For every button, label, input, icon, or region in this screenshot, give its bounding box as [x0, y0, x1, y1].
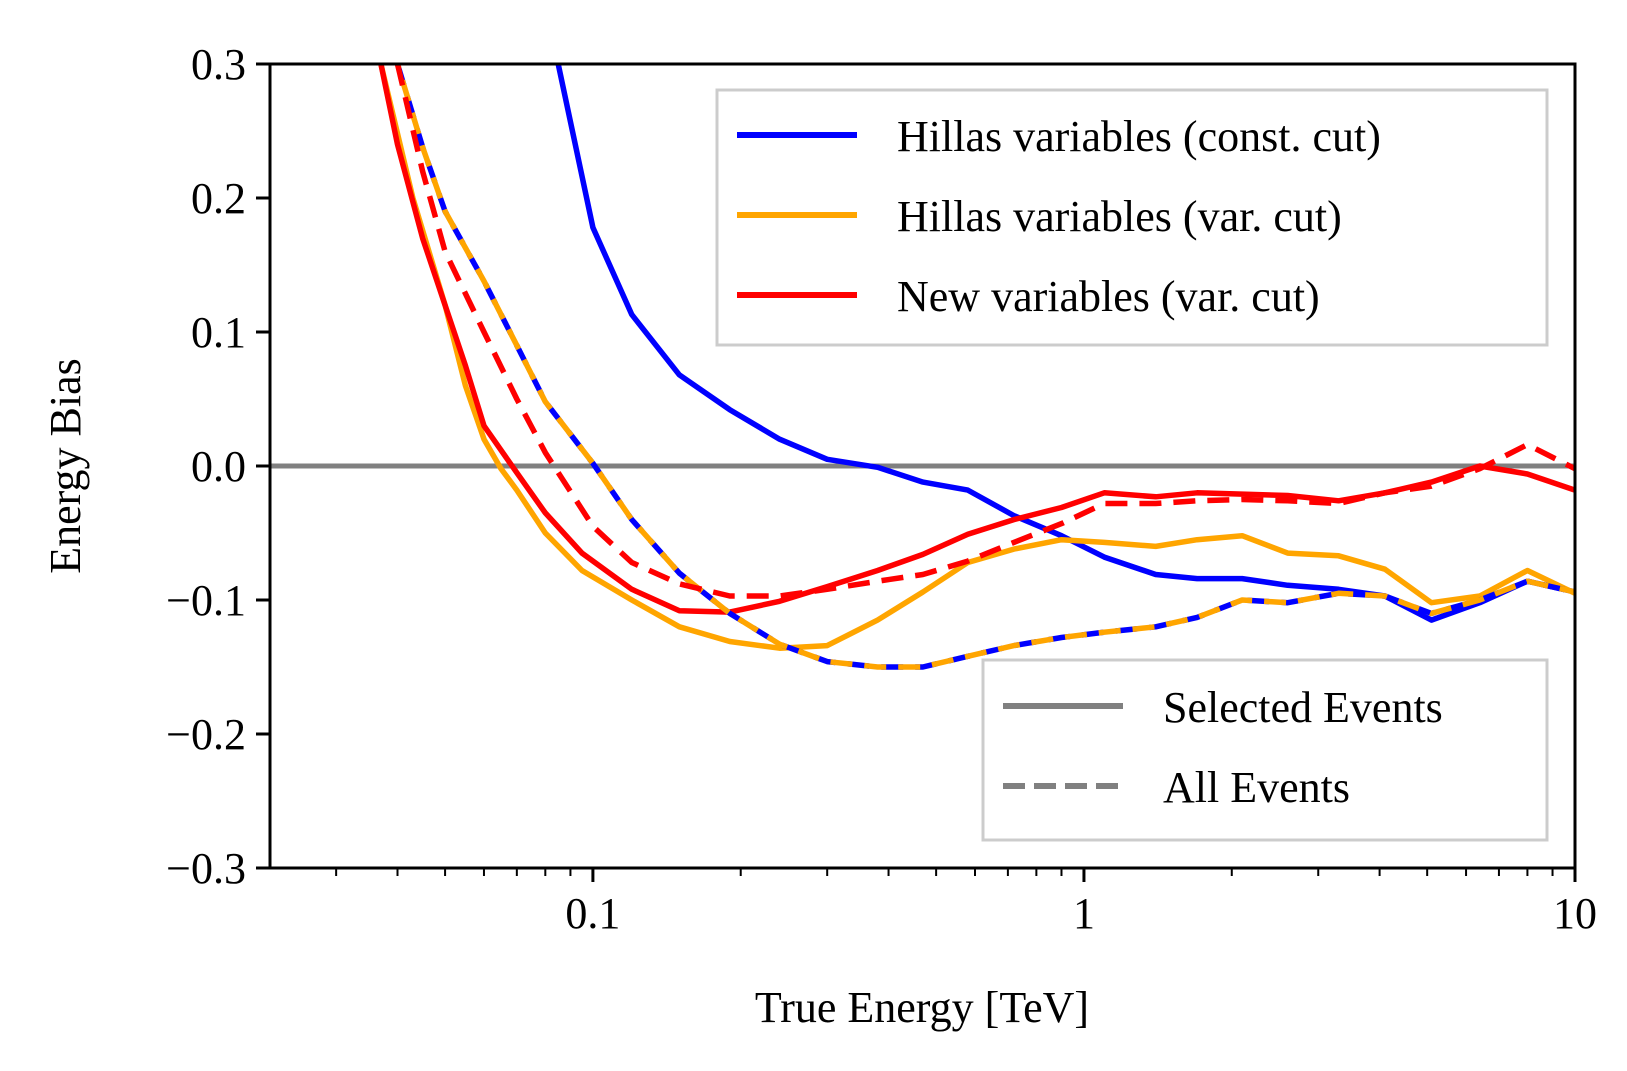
legend-label-hillas-const: Hillas variables (const. cut) [897, 112, 1381, 161]
series-line-dashed [394, 64, 1575, 670]
y-tick-label: 0.2 [191, 174, 246, 223]
series-line-dashed [394, 64, 1575, 670]
style-legend-box [981, 658, 1549, 842]
legend-label-all-events: All Events [1163, 763, 1350, 812]
series-line-solid [378, 64, 1575, 651]
style-legend: Selected Events All Events [981, 658, 1549, 842]
y-tick-label: −0.1 [166, 576, 246, 625]
y-tick-label: 0.0 [191, 442, 246, 491]
legend-label-new-var: New variables (var. cut) [897, 272, 1320, 321]
y-tick-label: 0.1 [191, 308, 246, 357]
legend-label-selected-events: Selected Events [1163, 683, 1443, 732]
legend-label-hillas-var: Hillas variables (var. cut) [897, 192, 1342, 241]
x-axis-label: True Energy [TeV] [755, 983, 1089, 1032]
x-tick-label: 0.1 [565, 889, 620, 938]
series-line-dashed [394, 64, 1575, 599]
y-axis-label: Energy Bias [41, 358, 90, 574]
y-tick-label: −0.2 [166, 710, 246, 759]
x-tick-label: 1 [1073, 889, 1095, 938]
axis-layer: −0.3 −0.2 −0.1 0.0 0.1 0.2 0.3 0.1 1 10 [166, 40, 1597, 938]
series-layer [270, 64, 1575, 670]
series-legend: Hillas variables (const. cut) Hillas var… [715, 88, 1549, 347]
x-tick-label: 10 [1553, 889, 1597, 938]
y-tick-label: −0.3 [166, 844, 246, 893]
y-tick-label: 0.3 [191, 40, 246, 89]
